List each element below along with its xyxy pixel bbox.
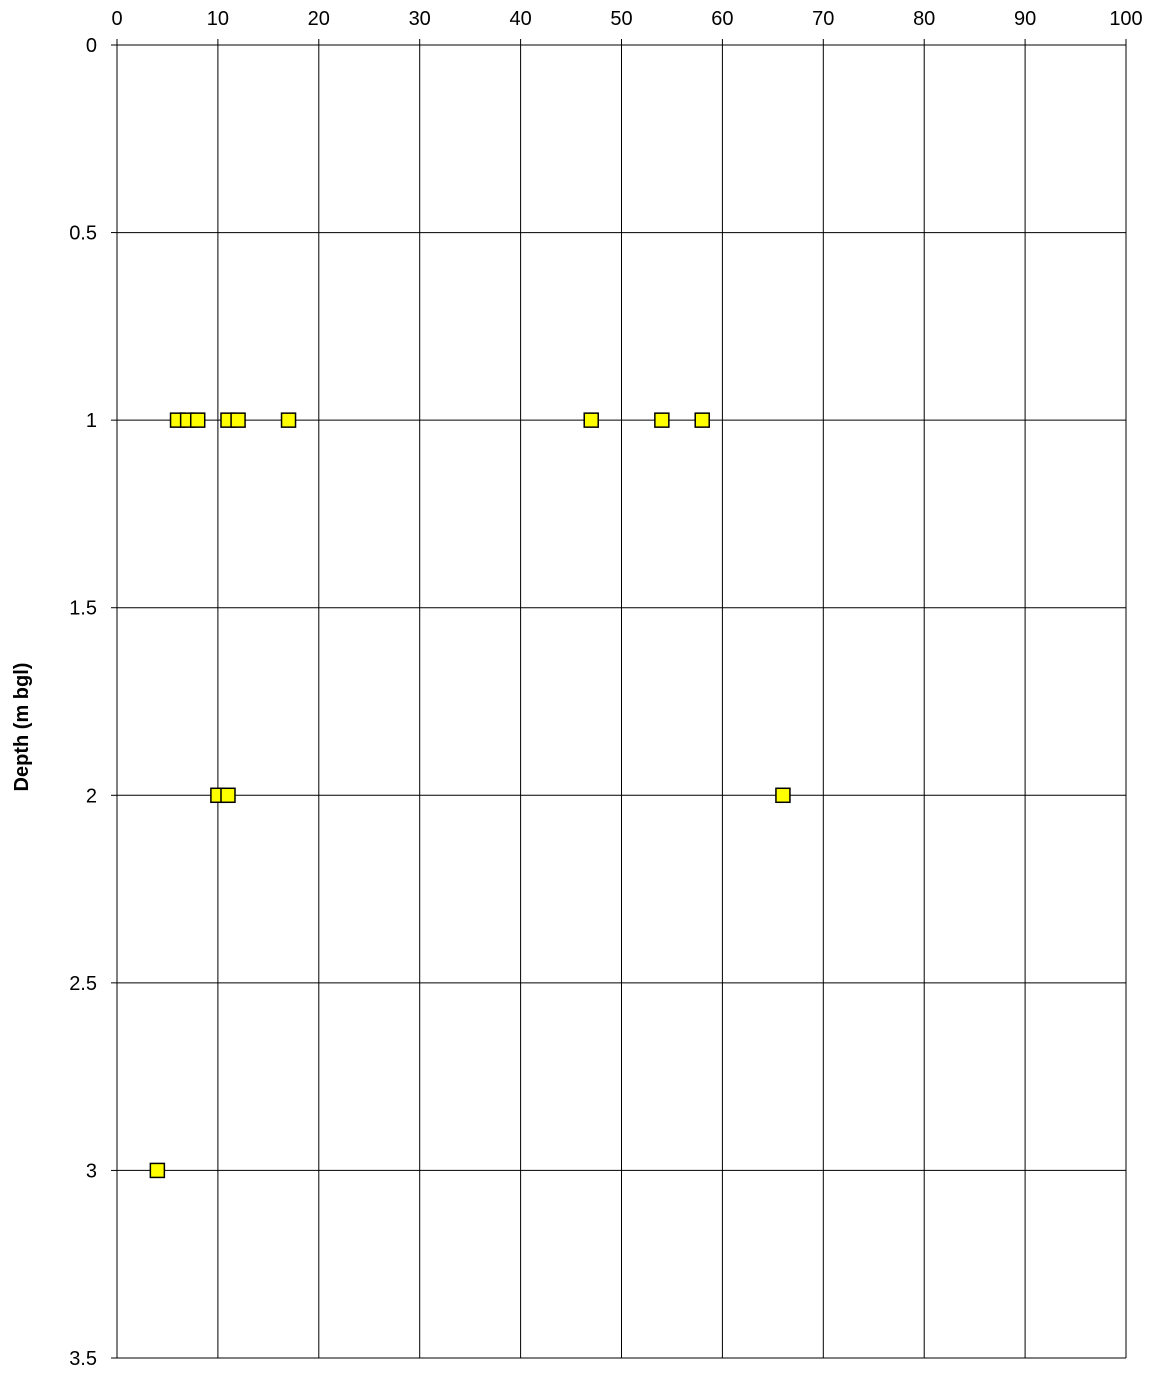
data-points xyxy=(149,412,791,1179)
x-tick-label: 100 xyxy=(1109,8,1142,30)
y-tick-label: 0.5 xyxy=(69,223,97,245)
y-tick-label: 1 xyxy=(86,410,97,432)
data-point xyxy=(583,412,599,428)
data-point xyxy=(230,412,246,428)
x-tick-label: 90 xyxy=(1014,8,1036,30)
x-tick-label: 70 xyxy=(812,8,834,30)
grid-layer xyxy=(111,39,1127,1359)
x-tick-label: 20 xyxy=(308,8,330,30)
y-tick-label: 0 xyxy=(86,35,97,57)
y-tick-label: 1.5 xyxy=(69,598,97,620)
y-axis-title: Depth (m bgl) xyxy=(11,663,33,792)
x-tick-label: 0 xyxy=(111,8,122,30)
data-point xyxy=(280,412,297,428)
y-tick-label: 2 xyxy=(86,785,97,807)
y-tick-label: 3 xyxy=(86,1160,97,1182)
data-point xyxy=(189,412,206,428)
x-tick-label: 40 xyxy=(509,8,531,30)
y-tick-label: 3.5 xyxy=(69,1348,97,1370)
data-point xyxy=(220,787,236,804)
y-tick-label: 2.5 xyxy=(69,973,97,995)
x-tick-label: 10 xyxy=(207,8,229,30)
data-point xyxy=(694,412,710,428)
x-tick-label: 80 xyxy=(913,8,935,30)
x-tick-label: 30 xyxy=(409,8,431,30)
data-point xyxy=(775,787,791,804)
x-tick-label: 60 xyxy=(711,8,733,30)
data-point xyxy=(149,1162,166,1179)
tick-labels: 0 10 20 30 40 50 60 70 80 90 100 0 0.5 1 1.5 2 2.5 3 3.5 xyxy=(69,8,1143,1370)
data-point xyxy=(654,412,670,428)
x-tick-label: 50 xyxy=(610,8,632,30)
